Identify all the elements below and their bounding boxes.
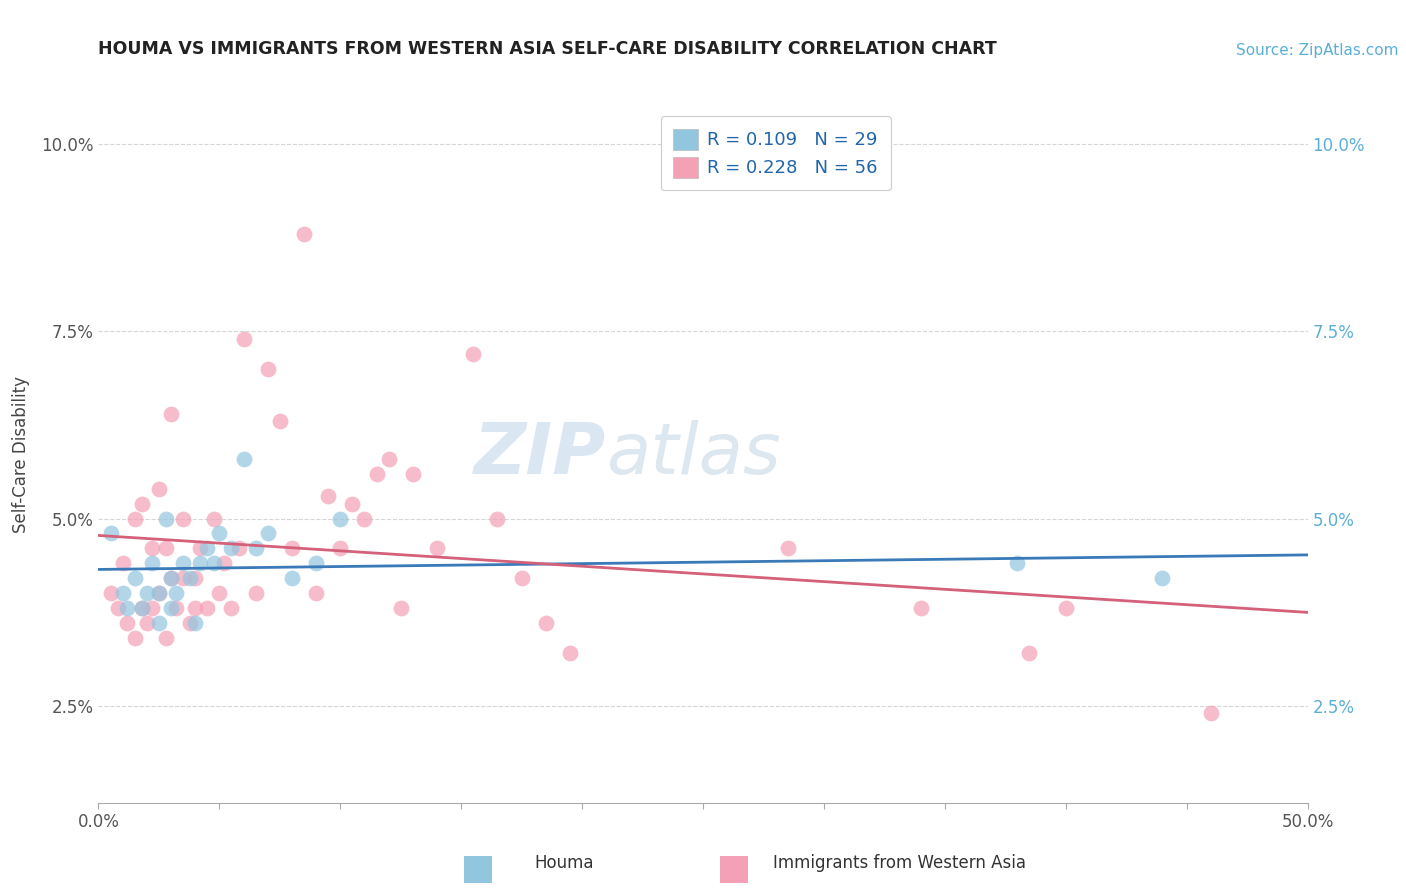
Point bbox=[910, 601, 932, 615]
Point bbox=[188, 541, 211, 556]
Point bbox=[510, 571, 533, 585]
Point bbox=[534, 616, 557, 631]
Point bbox=[165, 601, 187, 615]
Point bbox=[195, 541, 218, 556]
Point bbox=[124, 631, 146, 645]
Point bbox=[329, 541, 352, 556]
Point bbox=[228, 541, 250, 556]
Point bbox=[776, 541, 799, 556]
Point bbox=[1199, 706, 1222, 720]
Point bbox=[148, 586, 170, 600]
Point bbox=[305, 557, 328, 571]
Point bbox=[172, 511, 194, 525]
Point bbox=[141, 541, 163, 556]
Point bbox=[377, 451, 399, 466]
Point bbox=[305, 586, 328, 600]
Point bbox=[353, 511, 375, 525]
Point bbox=[221, 601, 243, 615]
Point bbox=[124, 571, 146, 585]
Point bbox=[558, 646, 581, 660]
Legend: R = 0.109   N = 29, R = 0.228   N = 56: R = 0.109 N = 29, R = 0.228 N = 56 bbox=[661, 116, 890, 190]
Point bbox=[141, 557, 163, 571]
Point bbox=[184, 571, 207, 585]
Text: Source: ZipAtlas.com: Source: ZipAtlas.com bbox=[1236, 43, 1399, 58]
Point bbox=[281, 571, 304, 585]
Point bbox=[221, 541, 243, 556]
Point bbox=[184, 616, 207, 631]
Point bbox=[208, 526, 231, 541]
Point bbox=[208, 586, 231, 600]
Point bbox=[245, 541, 267, 556]
Point bbox=[155, 511, 177, 525]
Point bbox=[1152, 571, 1174, 585]
Point bbox=[172, 557, 194, 571]
Point bbox=[232, 332, 254, 346]
Point bbox=[269, 414, 291, 428]
Point bbox=[148, 482, 170, 496]
Text: Immigrants from Western Asia: Immigrants from Western Asia bbox=[773, 855, 1026, 872]
Point bbox=[281, 541, 304, 556]
Point bbox=[160, 571, 183, 585]
Point bbox=[342, 497, 364, 511]
Point bbox=[486, 511, 509, 525]
Point bbox=[1054, 601, 1077, 615]
Point bbox=[245, 586, 267, 600]
Point bbox=[195, 601, 218, 615]
Point bbox=[316, 489, 339, 503]
Point bbox=[131, 601, 153, 615]
Point bbox=[179, 616, 201, 631]
Point bbox=[135, 586, 157, 600]
Point bbox=[117, 616, 139, 631]
Point bbox=[172, 571, 194, 585]
Point bbox=[155, 541, 177, 556]
Point bbox=[389, 601, 412, 615]
Point bbox=[256, 362, 278, 376]
Point bbox=[292, 227, 315, 242]
Text: ZIP: ZIP bbox=[474, 420, 606, 490]
Point bbox=[141, 601, 163, 615]
Y-axis label: Self-Care Disability: Self-Care Disability bbox=[11, 376, 30, 533]
Point bbox=[111, 586, 134, 600]
Point bbox=[204, 557, 226, 571]
Point bbox=[160, 571, 183, 585]
Point bbox=[204, 511, 226, 525]
Point bbox=[148, 586, 170, 600]
Point bbox=[107, 601, 129, 615]
Text: Houma: Houma bbox=[534, 855, 593, 872]
Point bbox=[463, 347, 485, 361]
Point bbox=[402, 467, 425, 481]
Point bbox=[232, 451, 254, 466]
Point bbox=[179, 571, 201, 585]
Point bbox=[188, 557, 211, 571]
Point bbox=[426, 541, 449, 556]
Text: HOUMA VS IMMIGRANTS FROM WESTERN ASIA SELF-CARE DISABILITY CORRELATION CHART: HOUMA VS IMMIGRANTS FROM WESTERN ASIA SE… bbox=[98, 40, 997, 58]
Point bbox=[184, 601, 207, 615]
Point bbox=[111, 557, 134, 571]
Point bbox=[1018, 646, 1040, 660]
Point bbox=[1007, 557, 1029, 571]
Point bbox=[124, 511, 146, 525]
Point bbox=[100, 526, 122, 541]
Point bbox=[160, 601, 183, 615]
Point bbox=[329, 511, 352, 525]
Point bbox=[256, 526, 278, 541]
Point bbox=[148, 616, 170, 631]
Point bbox=[165, 586, 187, 600]
Point bbox=[117, 601, 139, 615]
Point bbox=[131, 601, 153, 615]
Point bbox=[160, 407, 183, 421]
Point bbox=[212, 557, 235, 571]
Point bbox=[100, 586, 122, 600]
Point bbox=[366, 467, 388, 481]
Text: atlas: atlas bbox=[606, 420, 780, 490]
Point bbox=[135, 616, 157, 631]
Point bbox=[131, 497, 153, 511]
Point bbox=[155, 631, 177, 645]
